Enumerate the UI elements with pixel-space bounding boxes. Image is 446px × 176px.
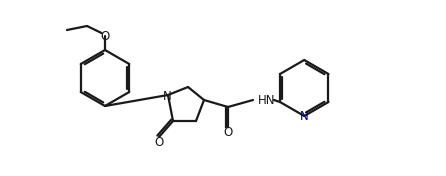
Text: O: O xyxy=(154,136,164,149)
Text: N: N xyxy=(163,90,171,102)
Text: HN: HN xyxy=(258,93,276,106)
Text: O: O xyxy=(100,30,110,42)
Text: N: N xyxy=(300,111,309,124)
Text: O: O xyxy=(223,127,233,140)
